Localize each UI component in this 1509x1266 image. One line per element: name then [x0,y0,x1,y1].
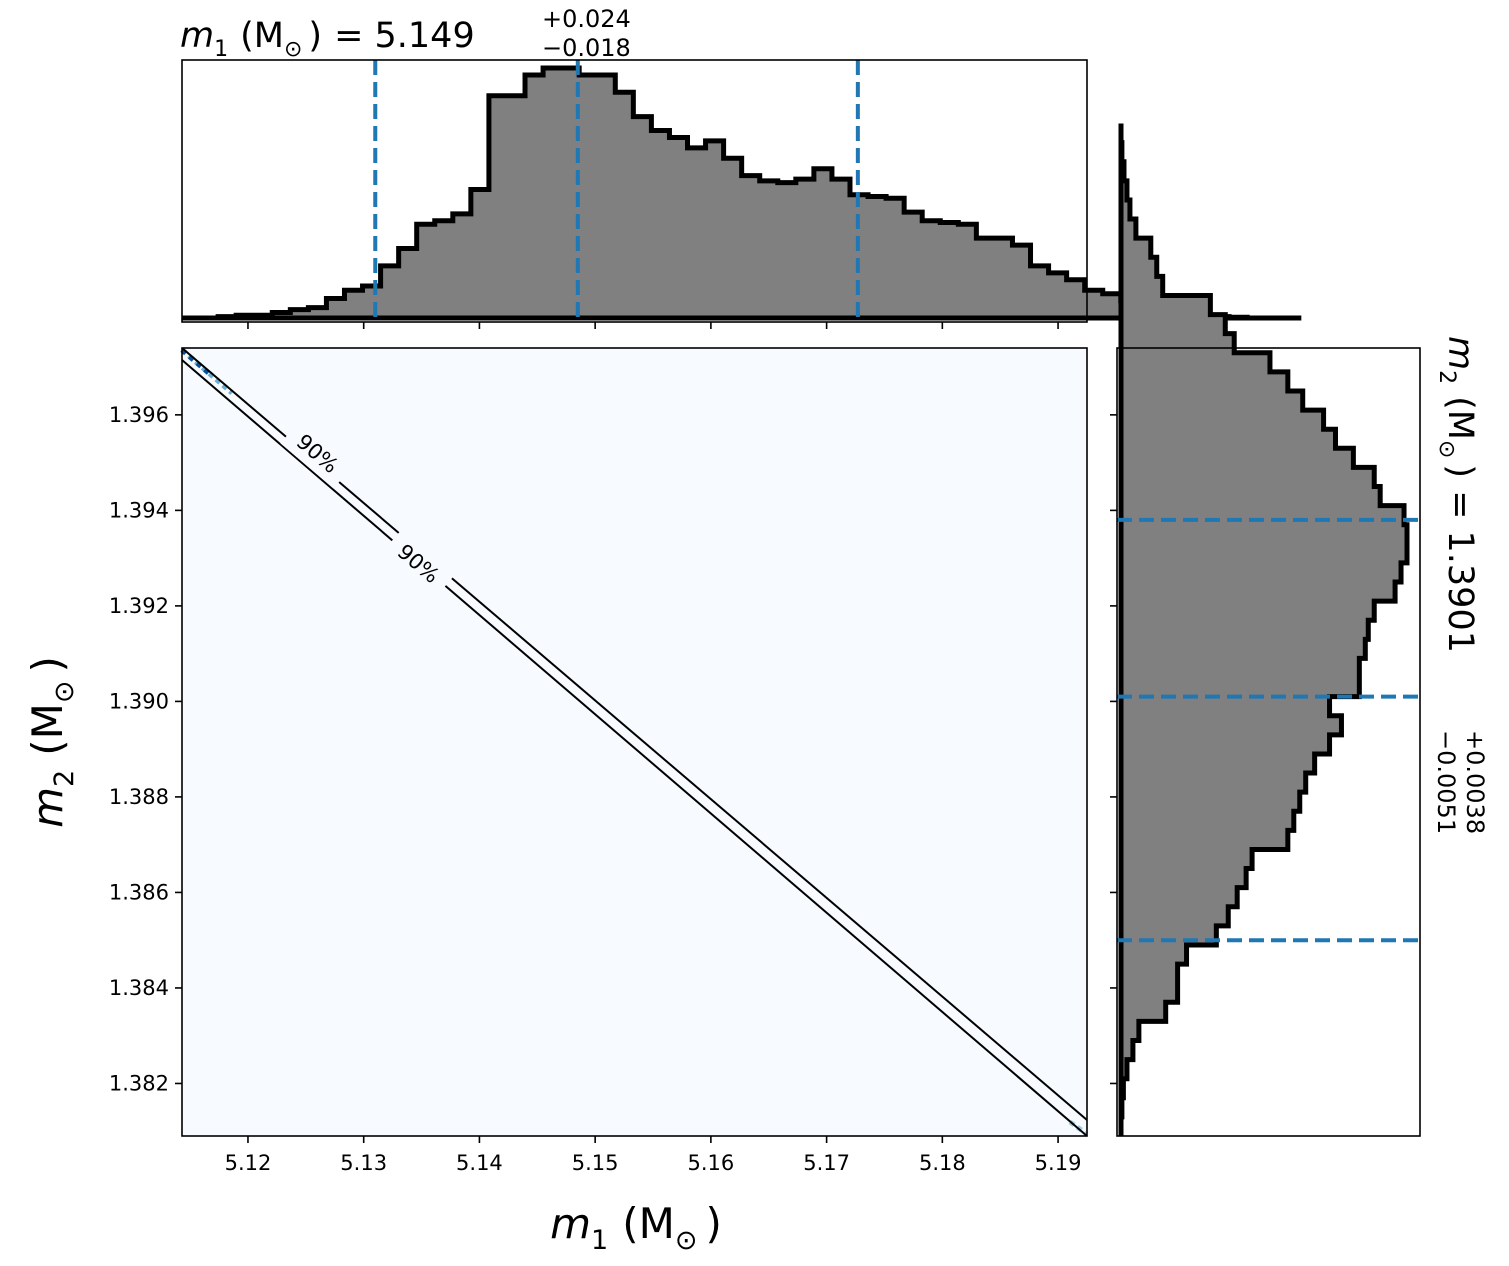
m2-histogram [1118,123,1410,1136]
m2-title-upper-error: +0.0038 [1461,730,1489,834]
top-panel-ticks [247,322,1059,329]
joint-panel-frame [181,347,1088,1137]
m1-tick-label-1: 5.13 [340,1151,387,1175]
m1-tick-label-5: 5.17 [803,1151,850,1175]
m2-tick-label-4: 1.388 [109,785,169,809]
m2-tick-label-6: 1.384 [109,976,169,1000]
right-panel-ticks [1110,414,1117,1085]
m2-tick-label-1: 1.394 [109,498,169,522]
m1-title: m1 (M⊙) = 5.149 [180,16,475,62]
m1-tick-label-3: 5.15 [572,1151,619,1175]
m1-axis-ticks: 5.12 5.13 5.14 5.15 5.16 5.17 5.18 5.19 [225,1136,1082,1175]
m1-histogram [182,65,1302,321]
contour-label-bg-2 [381,527,457,599]
right-panel-frame [1116,347,1421,1137]
posterior-ridge-top-dense [180,348,214,378]
m1-axis-label: m1 (M⊙) [550,1199,722,1256]
joint-panel: 90% 90% 5.12 5.13 5.14 5.15 5.16 5.17 5.18 5.19… [23,347,1089,1256]
m1-tick-label-4: 5.16 [687,1151,734,1175]
m1-tick-label-2: 5.14 [456,1151,503,1175]
contour-label-bg-1 [280,417,356,489]
m2-tick-label-7: 1.382 [109,1071,169,1095]
m2-tick-label-3: 1.390 [109,689,169,713]
m2-axis-ticks: 1.396 1.394 1.392 1.390 1.388 1.386 1.384 1.382 [109,403,182,1095]
m2-axis-label: m2(M⊙) [23,656,80,828]
m1-tick-label-7: 5.19 [1035,1151,1082,1175]
m1-tick-label-6: 5.18 [919,1151,966,1175]
top-marginal-panel: m1 (M⊙) = 5.149 +0.024 −0.018 [180,5,1302,329]
m2-tick-label-5: 1.386 [109,880,169,904]
m2-title-group: m2(M⊙)= 1.3901 +0.0038 −0.0051 [1432,336,1489,834]
m2-title: m2(M⊙)= 1.3901 [1434,336,1480,653]
m1-title-upper-error: +0.024 [542,5,631,33]
m2-quantile-lines [1117,517,1420,943]
m1-title-lower-error: −0.018 [542,34,631,62]
contour-line-lower [181,359,1088,1137]
m2-tick-label-2: 1.392 [109,594,169,618]
m2-title-lower-error: −0.0051 [1432,730,1460,834]
m2-tick-label-0: 1.396 [109,403,169,427]
right-marginal-panel: m2(M⊙)= 1.3901 +0.0038 −0.0051 [1110,123,1489,1137]
top-panel-frame [181,59,1088,323]
m1-tick-label-0: 5.12 [225,1151,272,1175]
